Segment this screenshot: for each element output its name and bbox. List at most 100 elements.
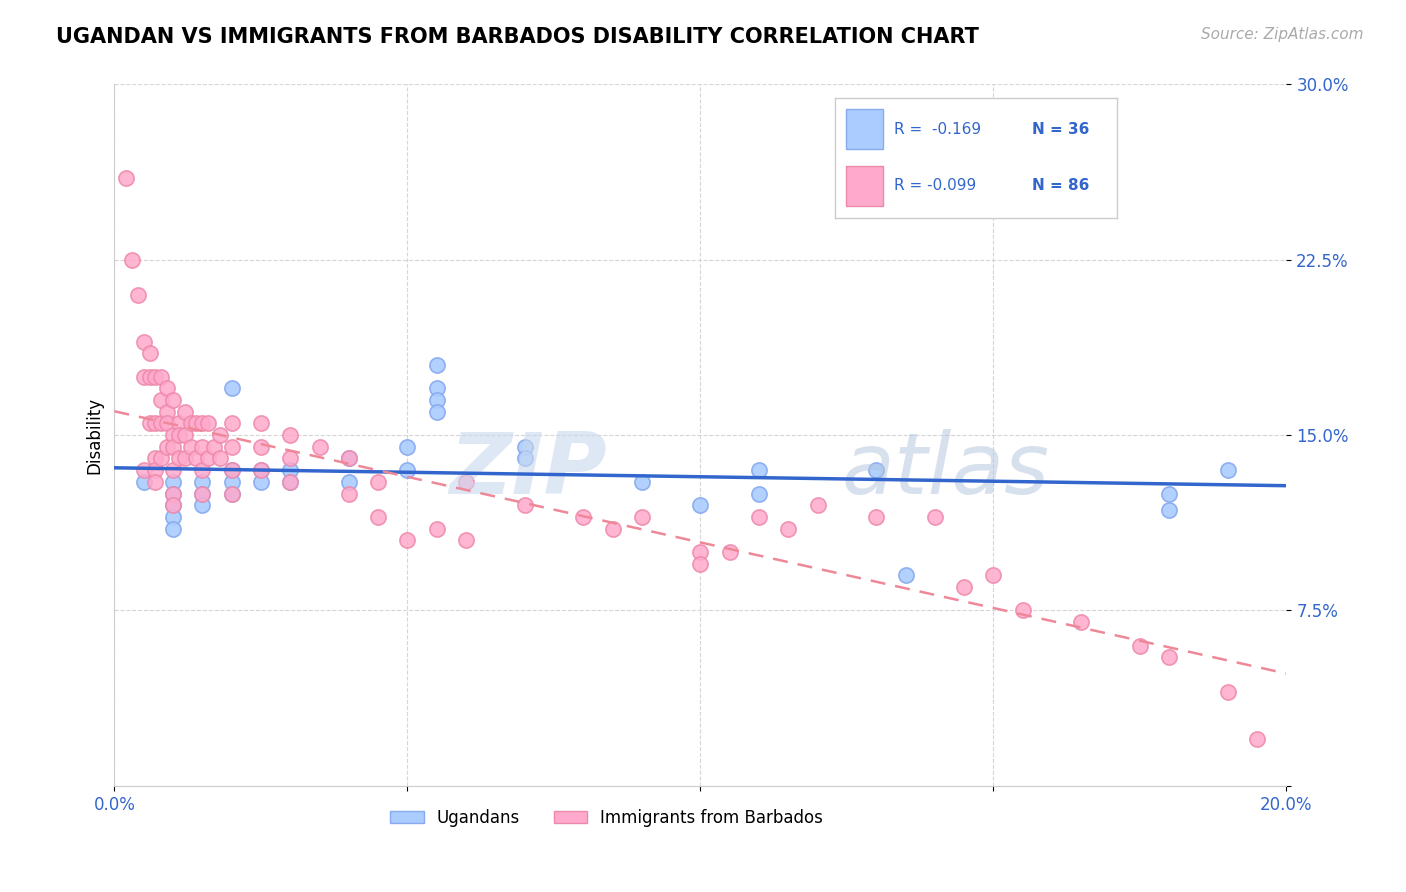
Point [630,510,652,524]
Point [718,545,741,559]
Point [162,428,184,442]
Point [689,545,711,559]
Point [337,451,360,466]
Point [162,522,184,536]
Point [748,486,770,500]
Point [150,417,173,431]
Point [602,522,624,536]
Point [221,463,243,477]
Point [186,451,208,466]
Text: Source: ZipAtlas.com: Source: ZipAtlas.com [1201,27,1364,42]
Text: ZIP: ZIP [449,429,606,512]
Point [454,533,477,548]
Point [250,440,273,454]
Point [221,486,243,500]
Y-axis label: Disability: Disability [86,397,103,474]
Point [689,498,711,512]
Point [156,381,179,395]
Point [278,428,301,442]
Point [367,510,389,524]
Point [167,451,190,466]
Point [138,369,160,384]
Point [191,498,214,512]
Legend: Ugandans, Immigrants from Barbados: Ugandans, Immigrants from Barbados [384,802,830,833]
Point [191,486,214,500]
Point [278,475,301,489]
Point [162,498,184,512]
Point [1159,650,1181,665]
Point [778,522,800,536]
Point [308,440,330,454]
Point [221,486,243,500]
Point [162,486,184,500]
Point [513,498,536,512]
Point [250,463,273,477]
Point [145,369,167,384]
Point [173,405,195,419]
Point [167,428,190,442]
Point [1216,685,1239,699]
Point [191,475,214,489]
Point [191,463,214,477]
Point [145,463,167,477]
Point [180,440,202,454]
Point [138,346,160,360]
Point [513,451,536,466]
Point [132,369,155,384]
Point [337,451,360,466]
Point [121,252,143,267]
Point [162,486,184,500]
Point [186,417,208,431]
Text: atlas: atlas [841,429,1049,512]
Point [367,475,389,489]
Point [162,475,184,489]
Point [1129,639,1152,653]
Point [191,417,214,431]
Point [748,463,770,477]
Point [162,440,184,454]
Point [156,440,179,454]
Point [132,475,155,489]
Point [191,486,214,500]
Point [426,392,449,407]
Point [162,463,184,477]
Point [221,475,243,489]
Point [250,463,273,477]
Point [1070,615,1092,629]
Point [221,381,243,395]
Point [865,463,887,477]
Point [221,440,243,454]
Point [202,440,225,454]
Point [173,451,195,466]
Point [132,334,155,349]
Point [162,392,184,407]
Point [924,510,946,524]
Point [150,392,173,407]
Point [221,417,243,431]
Point [426,405,449,419]
Point [115,170,138,185]
Point [250,475,273,489]
Point [426,358,449,372]
Point [191,440,214,454]
Point [278,463,301,477]
Point [278,475,301,489]
Point [953,580,976,594]
Point [689,557,711,571]
Point [150,369,173,384]
Point [150,451,173,466]
Point [197,417,219,431]
Point [208,428,231,442]
Point [180,417,202,431]
Point [396,440,419,454]
Point [1159,503,1181,517]
Point [426,522,449,536]
Point [748,510,770,524]
Text: UGANDAN VS IMMIGRANTS FROM BARBADOS DISABILITY CORRELATION CHART: UGANDAN VS IMMIGRANTS FROM BARBADOS DISA… [56,27,979,46]
Point [894,568,917,582]
Point [197,451,219,466]
Point [1011,603,1033,617]
Point [865,510,887,524]
Point [337,475,360,489]
Point [1216,463,1239,477]
